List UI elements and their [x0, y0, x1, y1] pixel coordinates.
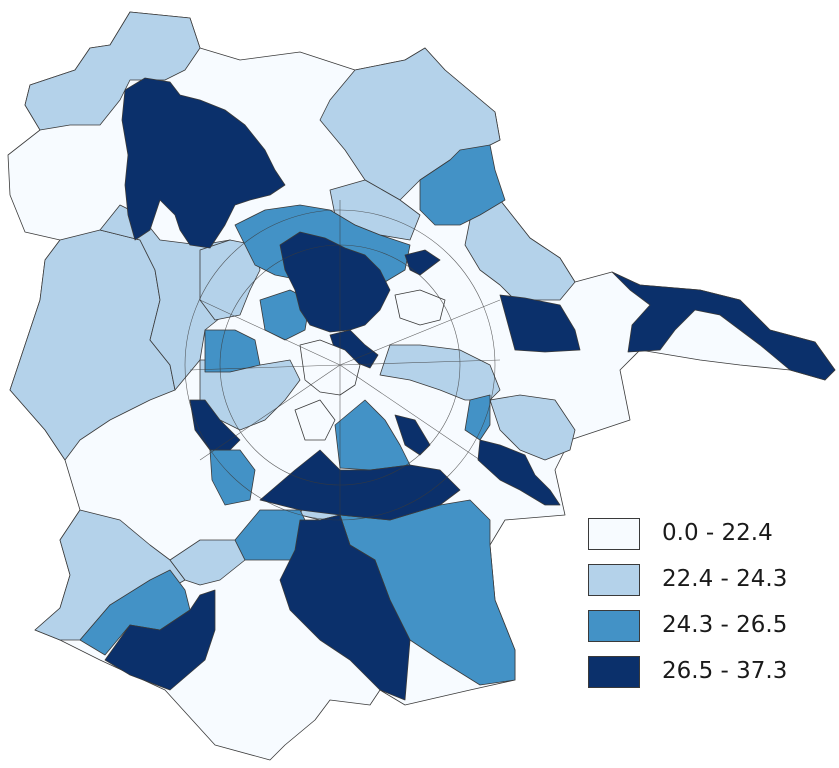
region-east-dark-1	[499, 294, 581, 353]
region-se-dark	[477, 439, 561, 506]
legend-label: 22.4 - 24.3	[662, 566, 788, 592]
region-center-nw	[199, 239, 261, 321]
region-east-1	[489, 394, 576, 461]
region-east-dark-2	[611, 271, 836, 381]
region-ne-dark	[404, 249, 441, 276]
region-nw-1	[24, 11, 201, 131]
region-north-dark	[121, 77, 286, 249]
legend-label: 26.5 - 37.3	[662, 658, 788, 684]
region-ne-1	[464, 199, 576, 301]
region-core-light	[299, 339, 361, 396]
region-south-dark-3	[279, 514, 411, 701]
region-center-w-2	[204, 329, 261, 373]
region-center-s-light	[294, 399, 336, 441]
region-sw-dark	[104, 589, 216, 691]
region-west-dark	[189, 399, 241, 451]
legend-item: 26.5 - 37.3	[588, 656, 828, 694]
region-center-sw	[209, 449, 256, 506]
legend-item: 22.4 - 24.3	[588, 564, 828, 602]
region-sw-2	[169, 539, 246, 586]
legend-label: 24.3 - 26.5	[662, 612, 788, 638]
legend-swatch	[588, 656, 640, 688]
legend-label: 0.0 - 22.4	[662, 520, 773, 546]
region-center-se	[334, 399, 411, 471]
legend-swatch	[588, 610, 640, 642]
region-ne-2	[419, 144, 506, 226]
region-center-e2	[464, 394, 491, 441]
legend-swatch	[588, 518, 640, 550]
legend-item: 24.3 - 26.5	[588, 610, 828, 648]
map-legend: 0.0 - 22.4 22.4 - 24.3 24.3 - 26.5 26.5 …	[588, 518, 828, 702]
legend-swatch	[588, 564, 640, 596]
region-center-dark	[279, 231, 391, 333]
legend-item: 0.0 - 22.4	[588, 518, 828, 556]
region-sw-3	[79, 569, 191, 656]
region-center-e-light	[394, 289, 446, 326]
